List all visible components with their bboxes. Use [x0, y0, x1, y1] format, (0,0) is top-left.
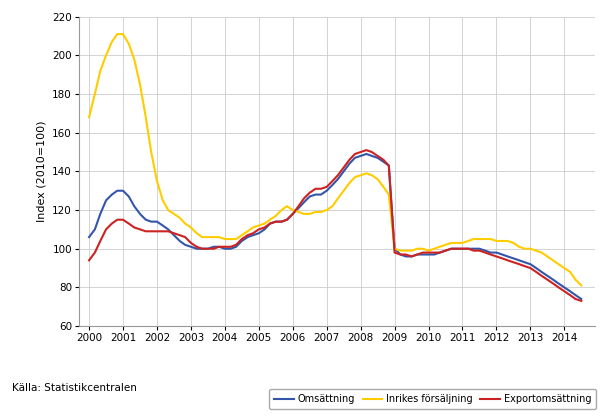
Line: Omsättning: Omsättning — [89, 154, 582, 299]
Omsättning — [329, 182, 336, 187]
Inrikes försäljning — [334, 196, 342, 201]
Inrikes försäljning — [114, 32, 121, 37]
Omsättning — [227, 246, 234, 251]
Inrikes försäljning — [97, 68, 104, 74]
Inrikes försäljning — [227, 237, 234, 242]
Y-axis label: Index (2010=100): Index (2010=100) — [36, 121, 47, 222]
Inrikes försäljning — [578, 283, 585, 288]
Exportomsättning — [329, 178, 336, 184]
Omsättning — [363, 151, 370, 156]
Exportomsättning — [549, 281, 557, 286]
Inrikes försäljning — [380, 184, 387, 189]
Exportomsättning — [86, 258, 93, 263]
Exportomsättning — [578, 298, 585, 303]
Omsättning — [578, 296, 585, 301]
Omsättning — [549, 277, 557, 282]
Omsättning — [380, 159, 387, 164]
Exportomsättning — [97, 238, 104, 243]
Exportomsättning — [380, 157, 387, 162]
Text: Källa: Statistikcentralen: Källa: Statistikcentralen — [12, 383, 137, 393]
Line: Inrikes försäljning: Inrikes försäljning — [89, 34, 582, 285]
Omsättning — [221, 246, 228, 251]
Inrikes försäljning — [549, 258, 557, 263]
Inrikes försäljning — [232, 237, 240, 242]
Exportomsättning — [363, 148, 370, 153]
Inrikes försäljning — [86, 115, 93, 120]
Legend: Omsättning, Inrikes försäljning, Exportomsättning: Omsättning, Inrikes försäljning, Exporto… — [270, 389, 596, 409]
Line: Exportomsättning: Exportomsättning — [89, 150, 582, 301]
Omsättning — [86, 234, 93, 240]
Omsättning — [97, 212, 104, 217]
Exportomsättning — [221, 244, 228, 249]
Exportomsättning — [227, 244, 234, 249]
